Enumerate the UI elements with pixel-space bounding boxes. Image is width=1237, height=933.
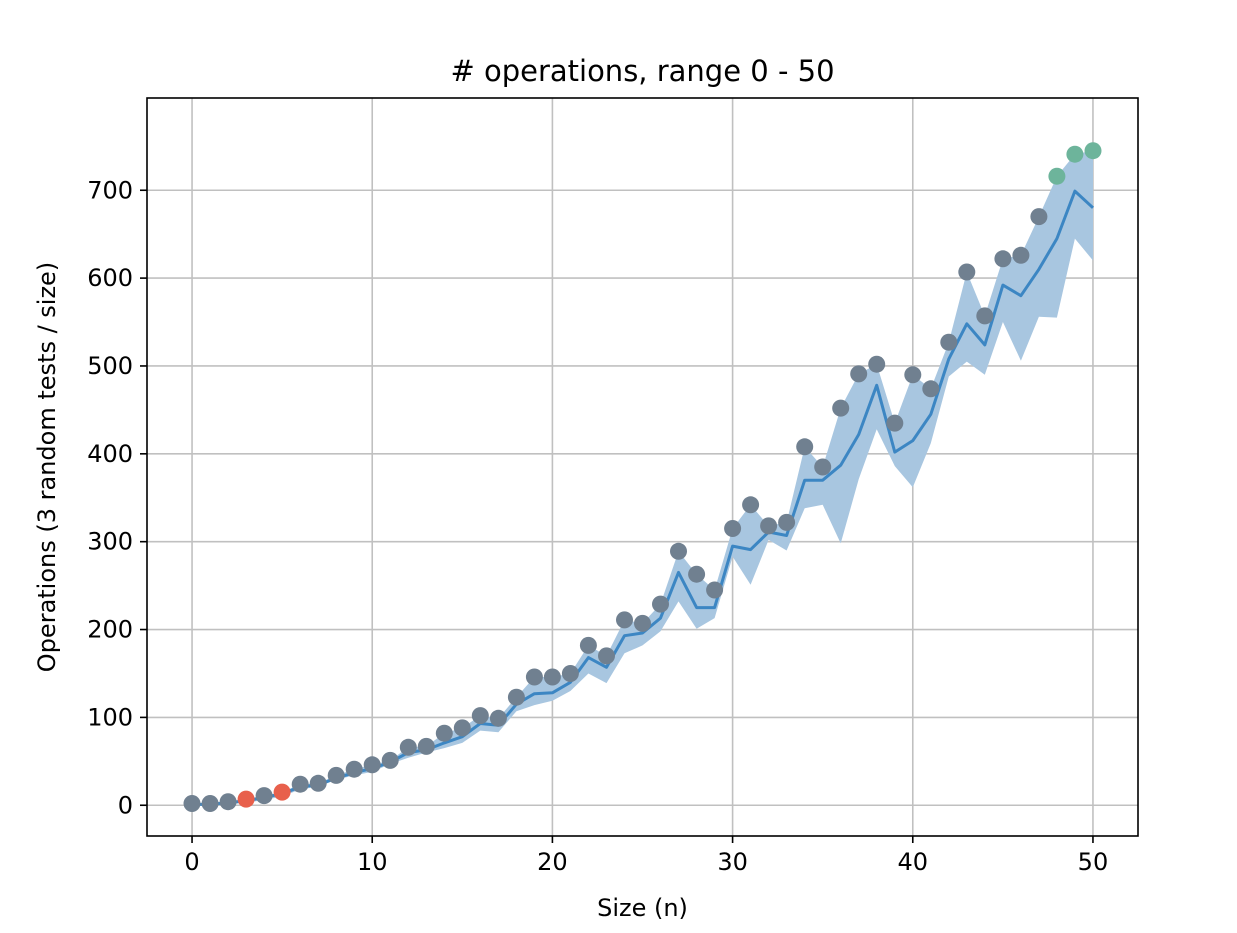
data-point [742,496,760,514]
data-point [634,614,651,632]
data-point [561,665,579,682]
data-point [796,438,814,456]
data-point [994,250,1012,268]
y-tick-label: 500 [87,352,133,380]
data-points-layer [183,142,1102,812]
data-point [886,414,904,432]
plot-frame [146,97,1139,837]
data-point [778,513,796,531]
x-tick-label: 20 [537,848,568,876]
data-point [525,668,543,686]
data-point [507,688,525,706]
y-tick-label: 700 [87,176,133,204]
x-tick-label: 0 [184,848,199,876]
confidence-band [192,150,1093,806]
data-point [219,793,237,811]
data-point [543,668,561,686]
data-point [976,307,994,325]
data-point [940,333,958,351]
data-point [237,790,255,808]
data-point [435,724,453,742]
mean-line [192,189,1095,806]
x-tick-label: 10 [357,848,388,876]
x-tick-label: 40 [897,848,928,876]
data-point [958,263,976,281]
y-axis-label: Operations (3 random tests / size) [33,262,61,672]
data-point [579,636,597,654]
data-point [724,520,742,537]
data-point [471,707,489,725]
data-point [489,709,507,727]
data-point [417,737,435,755]
data-point [453,719,471,737]
x-axis-label: Size (n) [597,894,688,922]
x-tick-label: 30 [717,848,748,876]
data-point [201,795,219,812]
data-point [345,760,363,778]
data-point [363,756,381,774]
data-point [760,517,778,535]
data-point [670,542,687,560]
y-tick-label: 400 [87,440,133,468]
mean-line-layer [192,189,1095,806]
data-point [399,738,417,756]
y-tick-label: 600 [87,264,133,292]
chart-title: # operations, range 0 - 50 [450,54,834,88]
data-point [1066,145,1084,163]
data-point [616,611,633,629]
data-point [598,647,615,665]
data-point [868,355,886,373]
grid-layer [147,98,1138,836]
data-point [850,365,868,383]
data-point [381,751,399,769]
data-point [832,399,850,417]
data-point [922,380,940,398]
data-point [273,783,291,801]
x-tick-label: 50 [1078,848,1109,876]
y-tick-label: 100 [87,703,133,731]
data-point [1048,167,1066,185]
data-point [1030,208,1048,226]
data-point [1084,142,1102,160]
data-point [904,366,922,384]
data-point [706,581,724,599]
y-tick-label: 0 [118,791,133,819]
y-tick-label: 200 [87,616,133,644]
data-point [652,595,669,613]
data-point [327,766,345,784]
data-point [255,787,273,805]
data-point [814,458,832,476]
y-tick-label: 300 [87,528,133,556]
confidence-band-layer [192,150,1093,806]
data-point [309,774,327,792]
data-point [688,565,706,583]
data-point [1012,246,1030,264]
data-point [183,795,201,812]
data-point [291,775,309,793]
